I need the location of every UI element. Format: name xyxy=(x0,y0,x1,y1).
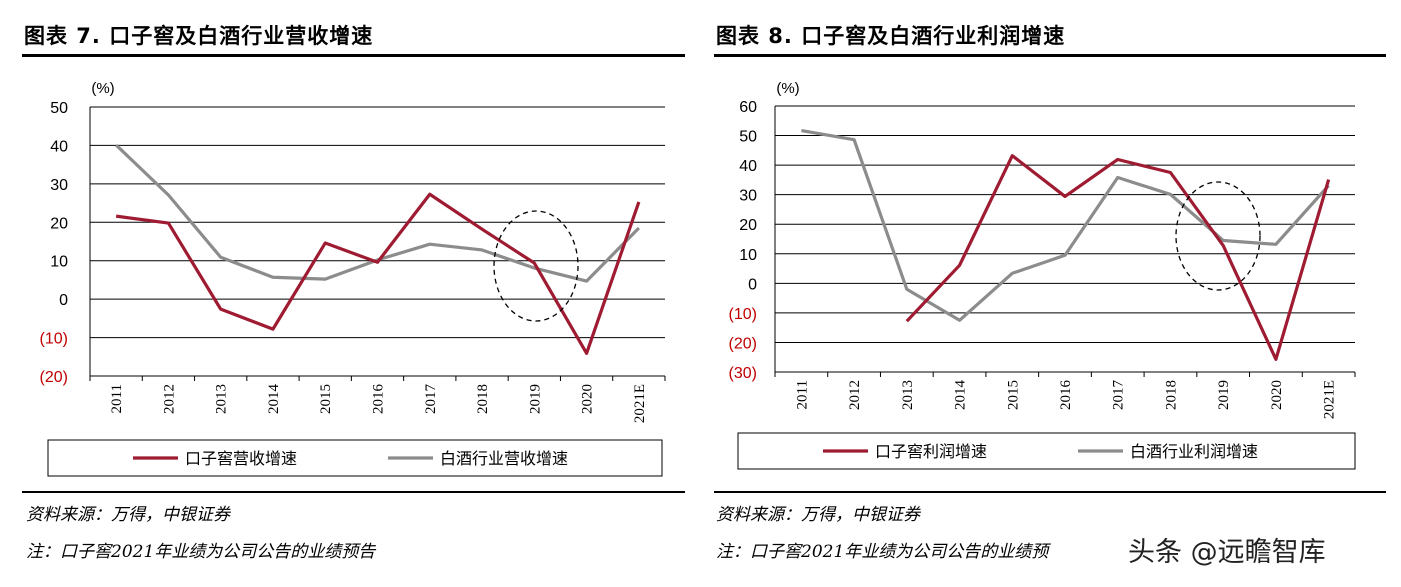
x-tick-label: 2011 xyxy=(109,384,125,413)
y-tick-label: 50 xyxy=(739,129,757,146)
y-tick-label: (10) xyxy=(729,306,757,323)
x-tick-label: 2019 xyxy=(1216,380,1232,410)
source-left: 资料来源：万得，中银证券 xyxy=(26,505,230,525)
y-tick-label: 0 xyxy=(59,292,68,309)
x-tick-label: 2017 xyxy=(1111,380,1127,411)
y-tick-label: 20 xyxy=(739,217,757,234)
y-tick-label: 10 xyxy=(739,247,757,264)
y-tick-label: 50 xyxy=(50,100,68,117)
y-tick-label: (20) xyxy=(729,335,757,352)
legend-label: 白酒行业营收增速 xyxy=(440,449,568,468)
footer-divider-left xyxy=(22,491,685,493)
y-tick-label: 30 xyxy=(739,188,757,205)
x-tick-label: 2021E xyxy=(1322,380,1338,419)
x-tick-label: 2017 xyxy=(423,384,439,415)
footer-divider-right xyxy=(714,491,1386,493)
x-tick-label: 2012 xyxy=(161,384,177,414)
x-tick-label: 2015 xyxy=(1005,380,1021,410)
legend-label: 口子窖利润增速 xyxy=(875,442,987,461)
chart-title-left: 图表 7. 口子窖及白酒行业营收增速 xyxy=(24,24,374,48)
watermark: 头条 @远瞻智库 xyxy=(1128,537,1326,568)
x-tick-label: 2016 xyxy=(1058,380,1074,411)
x-tick-label: 2021E xyxy=(632,384,648,423)
x-tick-label: 2018 xyxy=(1163,380,1179,410)
y-axis-unit: (%) xyxy=(776,80,799,97)
y-tick-label: 20 xyxy=(50,215,68,232)
legend-box xyxy=(47,439,663,477)
series-line-company xyxy=(905,154,1331,361)
y-axis-unit: (%) xyxy=(91,80,114,97)
y-tick-label: 40 xyxy=(739,158,757,175)
x-tick-label: 2020 xyxy=(1269,380,1285,410)
source-right: 资料来源：万得，中银证券 xyxy=(716,505,920,525)
legend-box xyxy=(737,432,1356,470)
x-tick-label: 2015 xyxy=(318,384,334,414)
x-tick-label: 2012 xyxy=(847,380,863,410)
highlight-ellipse xyxy=(1175,181,1261,291)
y-tick-label: 40 xyxy=(50,138,68,155)
series-line-industry xyxy=(801,128,1330,322)
series-line-company xyxy=(115,192,641,355)
note-right: 注：口子窖2021年业绩为公司公告的业绩预 xyxy=(716,542,1049,562)
y-tick-label: 30 xyxy=(50,177,68,194)
legend-label: 白酒行业利润增速 xyxy=(1130,442,1258,461)
title-divider-left xyxy=(22,54,685,57)
title-divider-right xyxy=(714,54,1386,57)
y-tick-label: (10) xyxy=(40,331,68,348)
x-tick-label: 2011 xyxy=(794,380,810,409)
y-tick-label: 0 xyxy=(748,276,757,293)
x-tick-label: 2020 xyxy=(580,384,596,414)
legend-label: 口子窖营收增速 xyxy=(185,449,297,468)
x-tick-label: 2019 xyxy=(527,384,543,414)
x-tick-label: 2014 xyxy=(266,384,282,415)
y-tick-label: 60 xyxy=(739,99,757,116)
x-tick-label: 2014 xyxy=(953,380,969,411)
y-tick-label: (30) xyxy=(729,365,757,382)
x-tick-label: 2013 xyxy=(214,384,230,414)
note-left: 注：口子窖2021年业绩为公司公告的业绩预告 xyxy=(26,542,376,562)
y-tick-label: (20) xyxy=(40,369,68,386)
chart-title-right: 图表 8. 口子窖及白酒行业利润增速 xyxy=(716,24,1066,48)
x-tick-label: 2013 xyxy=(900,380,916,410)
highlight-ellipse xyxy=(493,210,579,322)
x-tick-label: 2018 xyxy=(475,384,491,414)
x-tick-label: 2016 xyxy=(371,384,387,415)
y-tick-label: 10 xyxy=(50,254,68,271)
